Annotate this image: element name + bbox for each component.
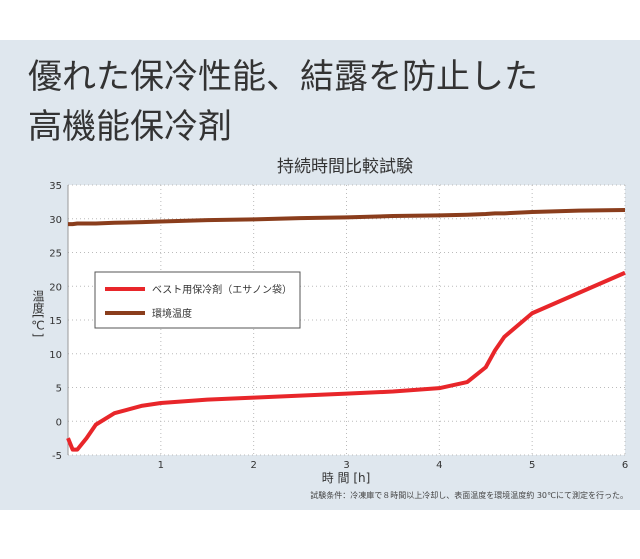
chart-title: 持続時間比較試験	[277, 157, 413, 177]
y-tick-label: 35	[49, 181, 62, 192]
y-tick-label: 25	[49, 249, 62, 260]
legend-label: ベスト用保冷剤（エサノン袋）	[152, 283, 292, 296]
y-tick-label: 5	[56, 384, 62, 395]
x-axis-label: 時 間 [h]	[322, 471, 371, 485]
y-tick-label: 15	[49, 316, 62, 327]
legend-label: 環境温度	[152, 307, 192, 320]
y-tick-label: 30	[49, 215, 62, 226]
headline: 優れた保冷性能、結露を防止した	[28, 57, 538, 97]
x-tick-label: 3	[343, 460, 349, 471]
x-tick-label: 5	[529, 460, 535, 471]
y-tick-label: -5	[52, 451, 62, 462]
series-line	[68, 207, 626, 227]
x-tick-label: 2	[250, 460, 256, 471]
y-tick-label: 10	[49, 350, 62, 361]
y-tick-label: 20	[49, 282, 62, 293]
y-axis-label: 温度[℃]	[31, 290, 45, 338]
y-tick-label: 0	[56, 417, 62, 428]
x-tick-label: 6	[622, 460, 628, 471]
legend-box	[94, 271, 301, 329]
x-tick-label: 4	[436, 460, 442, 471]
series-line	[66, 270, 626, 452]
x-tick-label: 1	[158, 460, 164, 471]
headline: 高機能保冷剤	[28, 107, 232, 147]
note: 試験条件：冷凍庫で８時間以上冷却し、表面温度を環境温度約 30℃にて測定を行った…	[310, 490, 628, 500]
